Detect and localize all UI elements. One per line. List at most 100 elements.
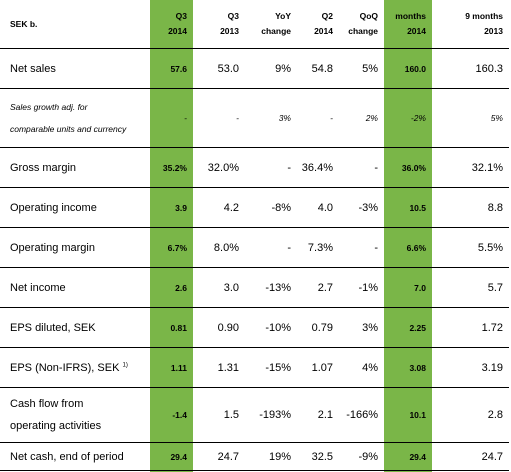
cell-value: 3% [245, 88, 297, 148]
cell-value: 8.0% [193, 227, 245, 268]
cell-value: -13% [245, 267, 297, 308]
cell-value: - [297, 88, 339, 148]
cell-value: 2.25 [384, 307, 432, 348]
cell-value: - [339, 227, 384, 268]
cell-value: - [245, 147, 297, 188]
cell-value: 54.8 [297, 48, 339, 89]
cell-value: 6.6% [384, 227, 432, 268]
row-label: EPS (Non-IFRS), SEK 1) [0, 347, 150, 388]
cell-value: 3% [339, 307, 384, 348]
cell-value: 6.7% [150, 227, 193, 268]
cell-value: 7.3% [297, 227, 339, 268]
cell-value: - [339, 147, 384, 188]
cell-value: -166% [339, 387, 384, 443]
header-col-yoy: YoY change [261, 11, 291, 36]
cell-value: 1.31 [193, 347, 245, 388]
cell-value: 1.11 [150, 347, 193, 388]
cell-value: - [245, 227, 297, 268]
row-label: Cash flow from operating activities [0, 387, 150, 443]
cell-value: 19% [245, 442, 297, 471]
cell-value: 9% [245, 48, 297, 89]
cell-value: 32.5 [297, 442, 339, 471]
cell-value: 29.4 [150, 442, 193, 471]
row-label: Net cash, end of period [0, 442, 150, 471]
footnote-marker: 1) [122, 361, 128, 368]
table-row: EPS (Non-IFRS), SEK 1) 1.11 1.31 -15% 1.… [0, 347, 509, 388]
header-col-q3-2013: Q3 2013 [220, 11, 239, 36]
cell-value: 32.0% [193, 147, 245, 188]
table-row: EPS diluted, SEK 0.81 0.90 -10% 0.79 3% … [0, 307, 509, 348]
cell-value: 3.0 [193, 267, 245, 308]
cell-value: 8.8 [432, 187, 509, 228]
cell-value: 24.7 [432, 442, 509, 471]
cell-value: -1% [339, 267, 384, 308]
table-row: Net income 2.6 3.0 -13% 2.7 -1% 7.0 5.7 [0, 267, 509, 308]
row-label: Net income [0, 267, 150, 308]
table-row: Net cash, end of period 29.4 24.7 19% 32… [0, 442, 509, 471]
cell-value: 35.2% [150, 147, 193, 188]
header-col-q2-2014: Q2 2014 [314, 11, 333, 36]
cell-value: 29.4 [384, 442, 432, 471]
table-row: Operating margin 6.7% 8.0% - 7.3% - 6.6%… [0, 227, 509, 268]
cell-value: 2.6 [150, 267, 193, 308]
header-row: SEK b. Q3 2014 Q3 2013 YoY change Q2 2014 Qo… [0, 0, 509, 49]
cell-value: 5.7 [432, 267, 509, 308]
cell-value: -2% [384, 88, 432, 148]
cell-value: 10.5 [384, 187, 432, 228]
cell-value: -193% [245, 387, 297, 443]
cell-value: 7.0 [384, 267, 432, 308]
row-label: Sales growth adj. for comparable units an… [0, 88, 150, 148]
cell-value: 2% [339, 88, 384, 148]
header-col-9months-2013: 9 months 2013 [465, 11, 503, 36]
header-col-months-2014: months 2014 [395, 11, 426, 36]
cell-value: 4.2 [193, 187, 245, 228]
row-label: EPS diluted, SEK [0, 307, 150, 348]
cell-value: 1.07 [297, 347, 339, 388]
cell-value: -1.4 [150, 387, 193, 443]
cell-value: 0.81 [150, 307, 193, 348]
cell-value: 160.0 [384, 48, 432, 89]
cell-value: -10% [245, 307, 297, 348]
table-row: Net sales 57.6 53.0 9% 54.8 5% 160.0 160… [0, 48, 509, 89]
cell-value: -8% [245, 187, 297, 228]
table-row: Gross margin 35.2% 32.0% - 36.4% - 36.0%… [0, 147, 509, 188]
cell-value: 4% [339, 347, 384, 388]
cell-value: 3.19 [432, 347, 509, 388]
cell-value: 36.4% [297, 147, 339, 188]
cell-value: - [150, 88, 193, 148]
row-label: Operating margin [0, 227, 150, 268]
cell-value: 2.7 [297, 267, 339, 308]
cell-value: 4.0 [297, 187, 339, 228]
row-label: Operating income [0, 187, 150, 228]
cell-value: 1.5 [193, 387, 245, 443]
cell-value: -9% [339, 442, 384, 471]
cell-value: 1.72 [432, 307, 509, 348]
cell-value: -3% [339, 187, 384, 228]
table-row: Sales growth adj. for comparable units an… [0, 88, 509, 148]
cell-value: 2.8 [432, 387, 509, 443]
cell-value: 160.3 [432, 48, 509, 89]
row-label: Gross margin [0, 147, 150, 188]
header-label: SEK b. [10, 18, 38, 29]
cell-value: 0.79 [297, 307, 339, 348]
cell-value: 53.0 [193, 48, 245, 89]
cell-value: 0.90 [193, 307, 245, 348]
cell-value: 57.6 [150, 48, 193, 89]
cell-value: 2.1 [297, 387, 339, 443]
row-label: Net sales [0, 48, 150, 89]
cell-value: 5% [339, 48, 384, 89]
cell-value: 3.08 [384, 347, 432, 388]
cell-value: 5.5% [432, 227, 509, 268]
cell-value: 5% [432, 88, 509, 148]
cell-value: 24.7 [193, 442, 245, 471]
cell-value: 32.1% [432, 147, 509, 188]
table-row: Cash flow from operating activities -1.4 … [0, 387, 509, 443]
header-col-qoq: QoQ change [348, 11, 378, 36]
table-row: Operating income 3.9 4.2 -8% 4.0 -3% 10.… [0, 187, 509, 228]
cell-value: 10.1 [384, 387, 432, 443]
cell-value: - [193, 88, 245, 148]
header-col-q3-2014: Q3 2014 [168, 11, 187, 36]
cell-value: -15% [245, 347, 297, 388]
